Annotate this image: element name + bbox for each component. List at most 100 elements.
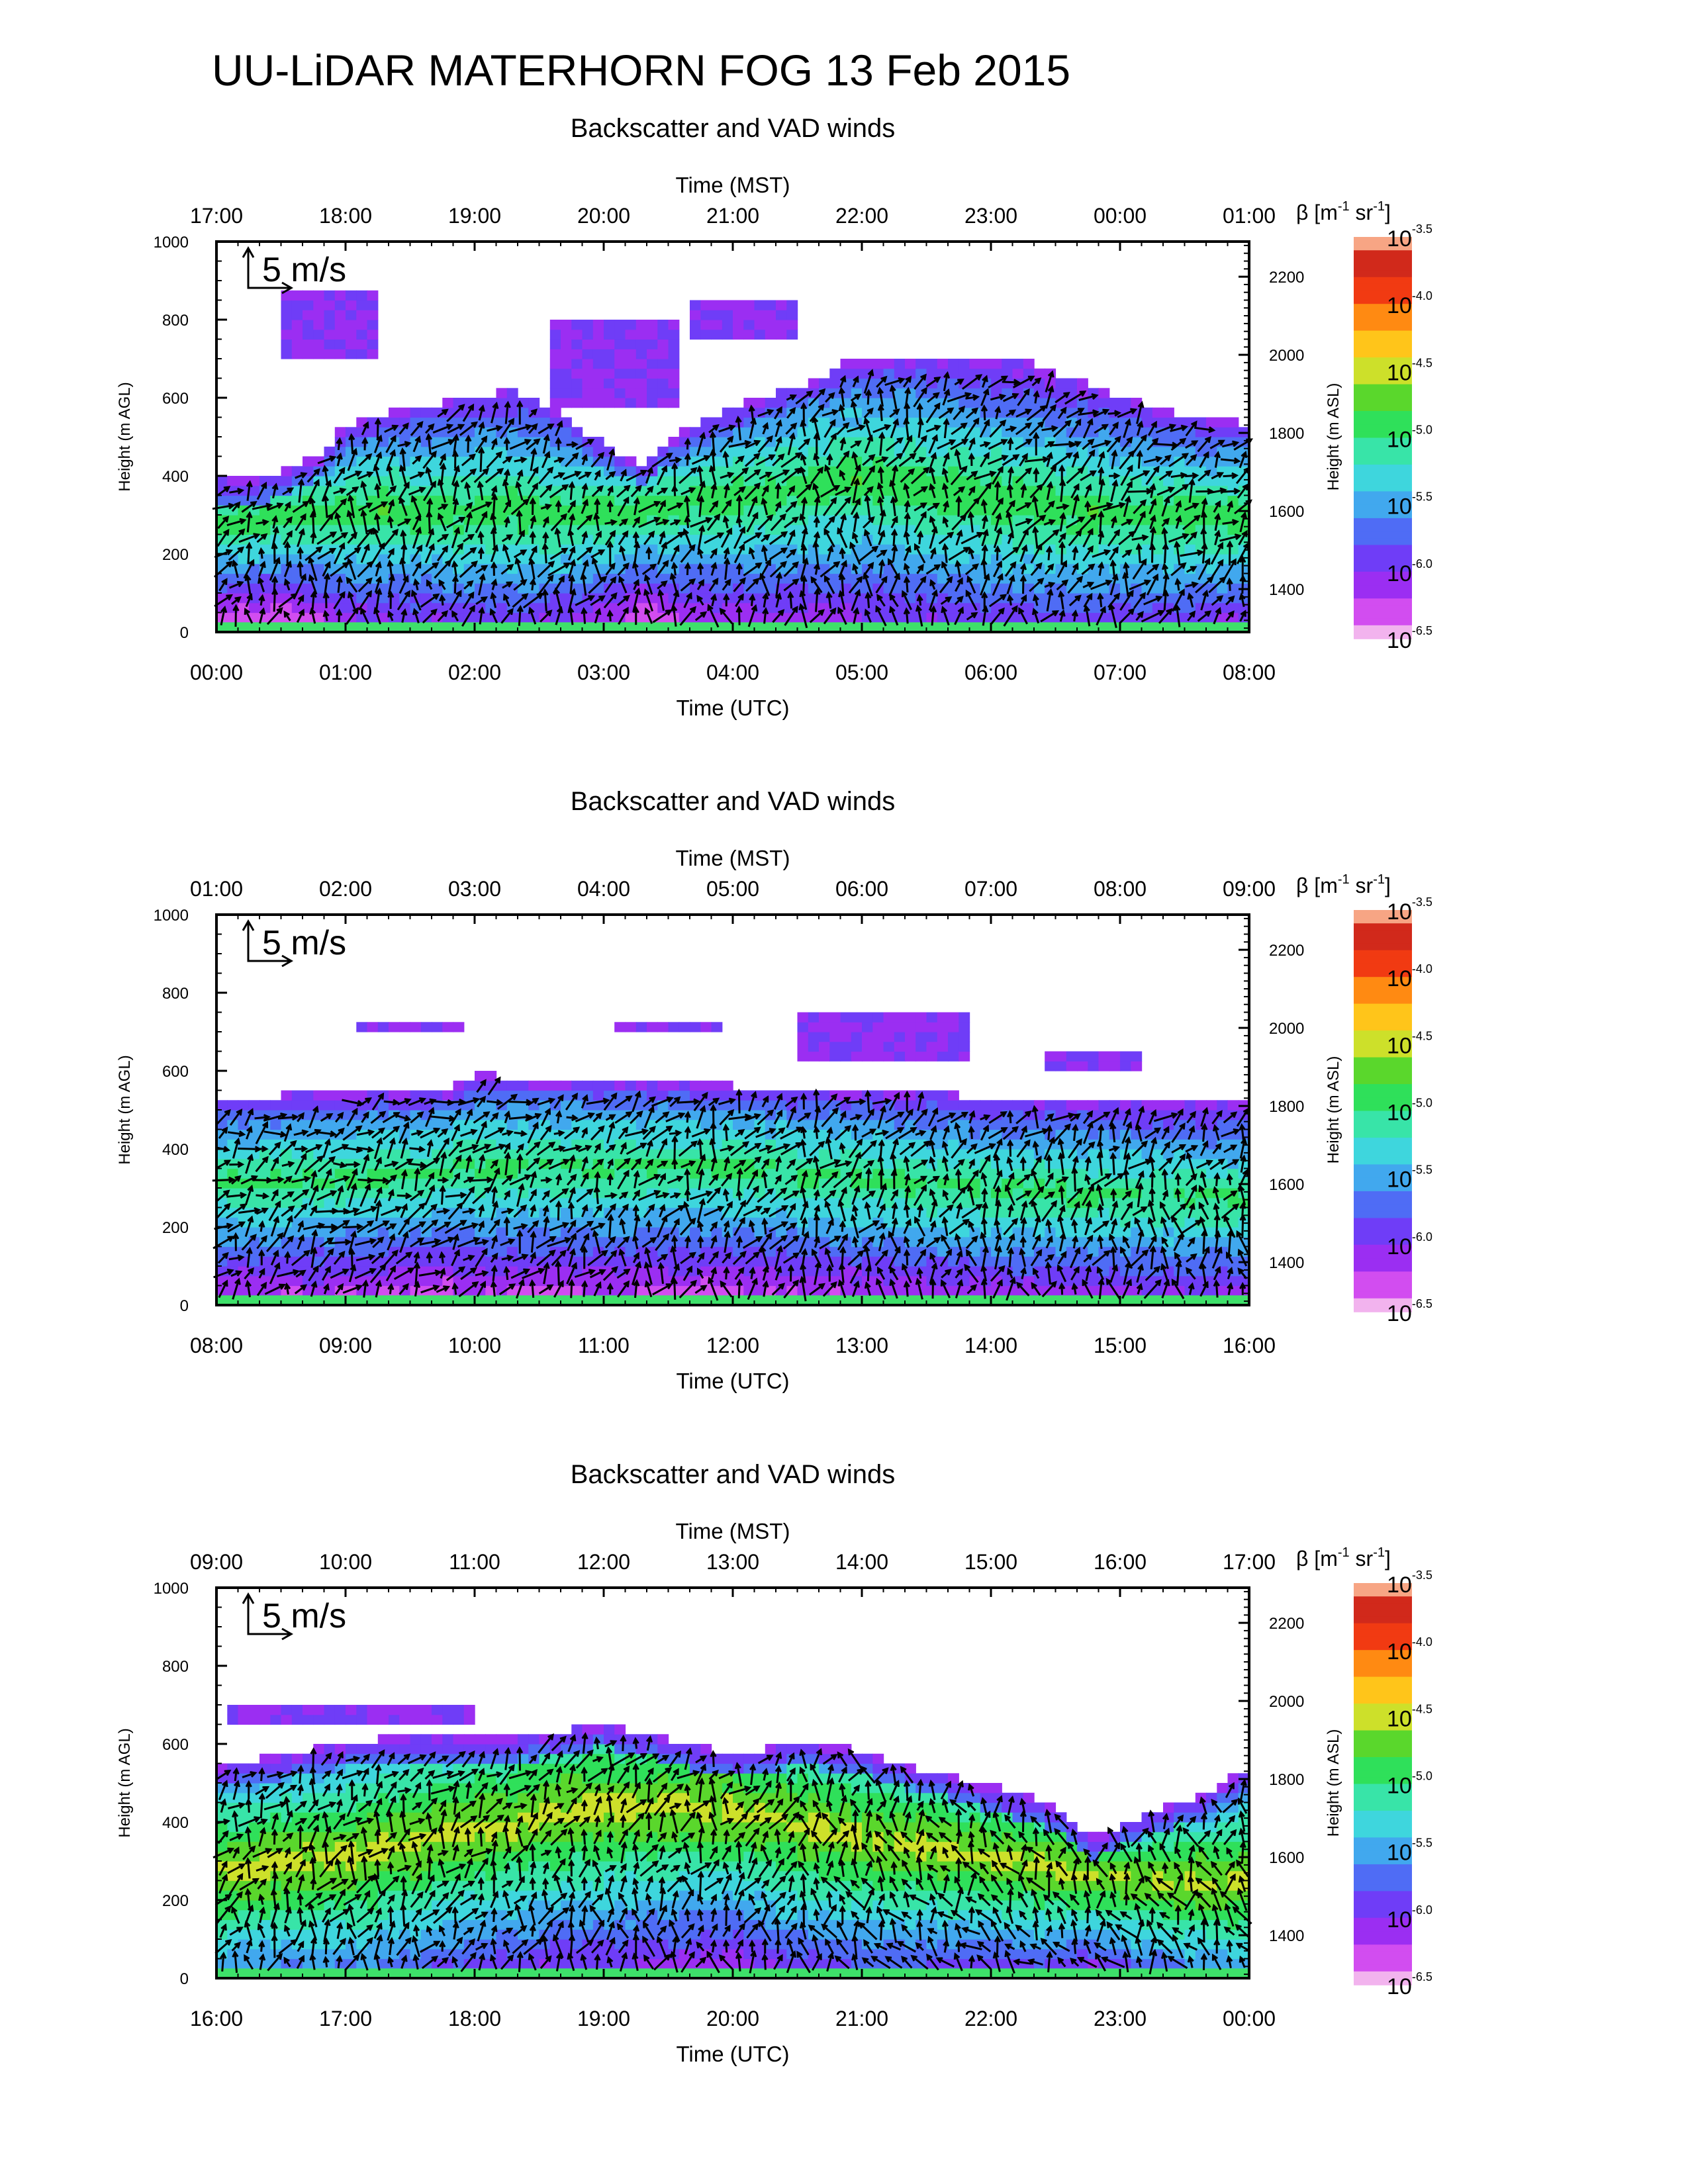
backscatter-cell: [872, 359, 884, 369]
colorbar-segment: [1354, 270, 1412, 278]
backscatter-cell: [1077, 544, 1088, 555]
wind-vector: [919, 404, 921, 422]
backscatter-cell: [367, 329, 379, 340]
backscatter-cell: [496, 485, 508, 496]
backscatter-cell: [668, 329, 680, 340]
backscatter-cell: [561, 368, 572, 379]
backscatter-cell: [303, 329, 314, 340]
backscatter-cell: [367, 427, 379, 437]
ground-cell: [765, 622, 776, 633]
backscatter-cell: [571, 320, 583, 330]
x2-tick-label: 23:00: [964, 204, 1017, 228]
backscatter-cell: [808, 398, 820, 408]
ground-cell: [1077, 622, 1088, 633]
ground-cell: [1002, 622, 1013, 633]
backscatter-cell: [1141, 446, 1153, 457]
backscatter-cell: [905, 359, 916, 369]
backscatter-cell: [270, 593, 282, 604]
colorbar-tick-label: 10-6.5: [1387, 624, 1432, 653]
backscatter-cell: [496, 602, 508, 614]
backscatter-cell: [313, 563, 325, 574]
backscatter-cell: [442, 495, 454, 506]
backscatter-cell: [303, 349, 314, 359]
backscatter-cell: [819, 417, 830, 428]
backscatter-cell: [647, 349, 658, 359]
ground-cell: [1131, 622, 1143, 633]
backscatter-cell: [592, 349, 604, 359]
backscatter-cell: [1152, 505, 1164, 516]
backscatter-cell: [614, 329, 626, 340]
backscatter-cell: [776, 398, 787, 408]
ground-cell: [647, 622, 658, 633]
backscatter-cell: [496, 563, 508, 574]
backscatter-cell: [463, 524, 475, 535]
wind-vector: [376, 419, 379, 439]
ground-cell: [463, 622, 475, 633]
backscatter-cell: [592, 359, 604, 369]
backscatter-cell: [442, 583, 454, 594]
backscatter-field: [216, 1012, 1250, 1306]
backscatter-cell: [625, 466, 637, 477]
backscatter-cell: [334, 349, 346, 359]
backscatter-cell: [528, 398, 540, 408]
colorbar-tick-exponent: -5.0: [1412, 424, 1432, 437]
backscatter-cell: [668, 398, 680, 408]
backscatter-cell: [238, 1100, 250, 1111]
colorbar-segment: [1354, 390, 1412, 398]
backscatter-cell: [635, 320, 647, 330]
ground-cell: [549, 622, 561, 633]
backscatter-cell: [733, 329, 744, 340]
backscatter-cell: [592, 320, 604, 330]
backscatter-cell: [1163, 407, 1174, 418]
backscatter-cell: [625, 456, 637, 467]
backscatter-cell: [625, 349, 637, 359]
backscatter-cell: [1002, 476, 1013, 486]
backscatter-cell: [625, 398, 637, 408]
colorbar-segment: [1354, 478, 1412, 486]
ground-cell: [453, 622, 465, 633]
backscatter-cell: [1066, 378, 1078, 388]
backscatter-cell: [334, 290, 346, 301]
backscatter-cell: [248, 1256, 260, 1267]
colorbar-segment: [1354, 418, 1412, 425]
scale-arrow-label: 5 m/s: [262, 251, 346, 289]
backscatter-cell: [657, 339, 669, 349]
x2-tick-label: 19:00: [448, 204, 501, 228]
backscatter-cell: [1002, 359, 1013, 369]
backscatter-cell: [216, 476, 228, 486]
backscatter-cell: [334, 300, 346, 310]
backscatter-cell: [819, 378, 830, 388]
ground-cell: [389, 622, 400, 633]
backscatter-cell: [367, 310, 379, 320]
backscatter-cell: [248, 573, 260, 584]
colorbar-segment: [1354, 531, 1412, 539]
x-axis-label: Time (UTC): [676, 696, 789, 720]
ground-cell: [324, 622, 336, 633]
ground-cell: [872, 622, 884, 633]
backscatter-cell: [1012, 417, 1024, 428]
backscatter-cell: [216, 1168, 228, 1179]
backscatter-cell: [722, 407, 733, 418]
backscatter-cell: [657, 320, 669, 330]
backscatter-cell: [356, 329, 368, 340]
backscatter-cell: [797, 485, 809, 496]
colorbar-tick-label: 10-3.5: [1387, 222, 1432, 251]
backscatter-cell: [635, 359, 647, 369]
backscatter-cell: [238, 612, 250, 623]
ground-cell: [582, 622, 594, 633]
x2-tick-label: 17:00: [190, 204, 243, 228]
x2-tick-label: 22:00: [835, 204, 888, 228]
backscatter-cell: [604, 320, 615, 330]
backscatter-cell: [356, 300, 368, 310]
backscatter-cell: [829, 368, 841, 379]
x2-tick-label: 00:00: [1094, 204, 1147, 228]
backscatter-cell: [313, 485, 325, 496]
backscatter-cell: [485, 476, 497, 486]
backscatter-cell: [948, 602, 959, 614]
backscatter-cell: [227, 476, 239, 486]
ground-cell: [905, 622, 916, 633]
backscatter-cell: [291, 329, 303, 340]
backscatter-cell: [1227, 524, 1239, 535]
backscatter-cell: [883, 407, 895, 418]
backscatter-cell: [959, 554, 970, 565]
